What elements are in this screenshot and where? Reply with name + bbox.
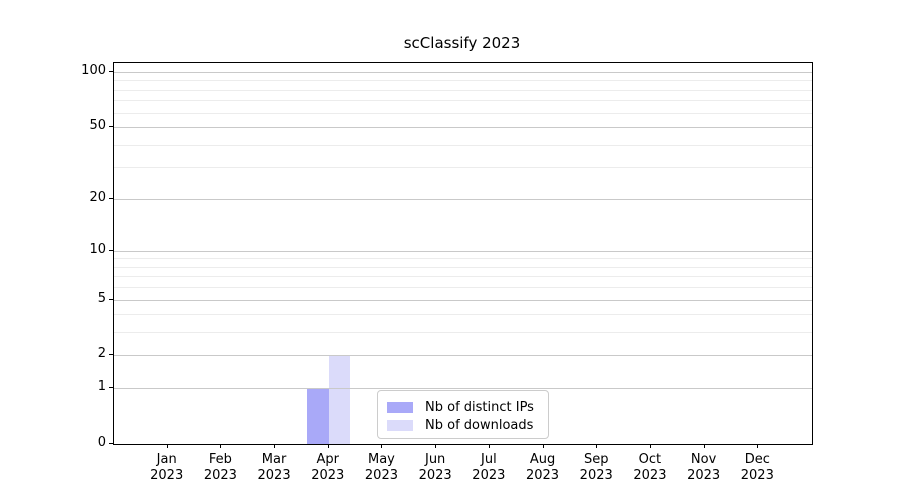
x-tick-month: May xyxy=(368,452,395,467)
bar-nb-of-distinct-ips xyxy=(307,388,329,444)
chart-title: scClassify 2023 xyxy=(403,34,521,52)
x-tick-month: Jan xyxy=(156,452,177,467)
y-tick-mark xyxy=(109,298,113,300)
x-tick-year: 2023 xyxy=(633,467,667,483)
x-tick-mark xyxy=(488,444,490,448)
x-tick-month: Oct xyxy=(638,452,662,467)
gridline-minor xyxy=(114,100,812,102)
legend-label-distinct-ips: Nb of distinct IPs xyxy=(425,399,534,415)
x-tick-year: 2023 xyxy=(364,467,398,483)
x-tick-mark xyxy=(757,444,759,448)
gridline-minor xyxy=(114,144,812,146)
y-axis-tick-label: 20 xyxy=(89,189,106,205)
gridline-minor xyxy=(114,314,812,316)
x-axis-tick-label: Nov 2023 xyxy=(668,452,740,483)
y-tick-mark xyxy=(109,443,113,444)
x-tick-mark xyxy=(703,444,705,448)
y-axis-tick-label: 100 xyxy=(81,63,106,79)
x-tick-mark xyxy=(166,444,168,448)
y-axis-tick-label: 1 xyxy=(97,379,106,395)
x-axis-tick-label: Aug 2023 xyxy=(507,452,579,483)
x-tick-year: 2023 xyxy=(740,467,774,483)
x-tick-month: Feb xyxy=(208,452,232,467)
gridline-major xyxy=(114,355,812,357)
plot-area xyxy=(113,62,813,445)
y-axis-tick-label: 50 xyxy=(89,118,106,134)
gridline-minor xyxy=(114,258,812,260)
x-axis-tick-label: May 2023 xyxy=(345,452,417,483)
legend-row-downloads: Nb of downloads xyxy=(386,416,540,434)
x-tick-month: Aug xyxy=(529,452,556,467)
x-tick-mark xyxy=(220,444,222,448)
x-tick-year: 2023 xyxy=(257,467,291,483)
x-tick-mark xyxy=(381,444,383,448)
x-tick-mark xyxy=(542,444,544,448)
x-axis-tick-label: Dec 2023 xyxy=(721,452,793,483)
legend-row-distinct-ips: Nb of distinct IPs xyxy=(386,398,540,416)
x-tick-month: Mar xyxy=(261,452,287,467)
x-tick-month: Nov xyxy=(690,452,717,467)
legend-swatch-distinct-ips xyxy=(387,401,413,413)
x-tick-year: 2023 xyxy=(687,467,721,483)
legend-swatch-downloads xyxy=(387,419,413,431)
y-tick-mark xyxy=(109,249,113,251)
x-axis-tick-label: Jun 2023 xyxy=(399,452,471,483)
y-axis-tick-label: 0 xyxy=(97,435,106,450)
x-tick-year: 2023 xyxy=(525,467,560,483)
gridline-major xyxy=(114,250,812,252)
gridline-major xyxy=(114,198,812,200)
y-axis-tick-label: 2 xyxy=(97,346,106,362)
x-axis-tick-label: Oct 2023 xyxy=(614,452,686,483)
x-axis-tick-label: Jan 2023 xyxy=(131,452,203,483)
x-axis-tick-label: Jul 2023 xyxy=(453,452,525,483)
gridline-major xyxy=(114,299,812,301)
y-axis-tick-label: 5 xyxy=(97,290,106,306)
x-tick-mark xyxy=(274,444,276,448)
gridline-minor xyxy=(114,266,812,268)
gridline-minor xyxy=(114,89,812,91)
x-tick-year: 2023 xyxy=(418,467,452,483)
gridline-major xyxy=(114,388,812,390)
gridline-minor xyxy=(114,287,812,289)
x-axis-tick-label: Feb 2023 xyxy=(184,452,256,483)
gridline-major xyxy=(114,127,812,129)
x-axis-tick-label: Sep 2023 xyxy=(560,452,632,483)
y-tick-mark xyxy=(109,71,113,73)
x-tick-year: 2023 xyxy=(472,467,506,483)
x-tick-mark xyxy=(596,444,598,448)
x-axis-tick-label: Apr 2023 xyxy=(292,452,364,483)
x-axis-tick-label: Mar 2023 xyxy=(238,452,310,483)
gridline-minor xyxy=(114,276,812,278)
y-tick-mark xyxy=(109,126,113,128)
x-tick-year: 2023 xyxy=(150,467,184,483)
x-tick-month: Sep xyxy=(583,452,609,467)
y-tick-mark xyxy=(109,354,113,356)
legend: Nb of distinct IPs Nb of downloads xyxy=(377,390,549,439)
x-tick-mark xyxy=(435,444,437,448)
gridline-minor xyxy=(114,332,812,334)
x-tick-year: 2023 xyxy=(203,467,237,483)
x-tick-year: 2023 xyxy=(311,467,345,483)
y-axis-tick-label: 10 xyxy=(89,241,106,257)
y-tick-mark xyxy=(109,197,113,199)
x-tick-month: Dec xyxy=(744,452,770,467)
gridline-minor xyxy=(114,112,812,114)
x-tick-month: Jul xyxy=(481,452,497,467)
gridline-minor xyxy=(114,167,812,169)
bar-nb-of-downloads xyxy=(328,355,351,444)
x-tick-month: Jun xyxy=(424,452,446,467)
legend-label-downloads: Nb of downloads xyxy=(425,417,534,433)
x-tick-year: 2023 xyxy=(579,467,613,483)
x-tick-mark xyxy=(649,444,651,448)
x-tick-month: Apr xyxy=(316,452,340,467)
gridline-minor xyxy=(114,80,812,82)
y-tick-mark xyxy=(109,387,113,389)
x-tick-mark xyxy=(327,444,329,448)
gridline-major xyxy=(114,72,812,74)
